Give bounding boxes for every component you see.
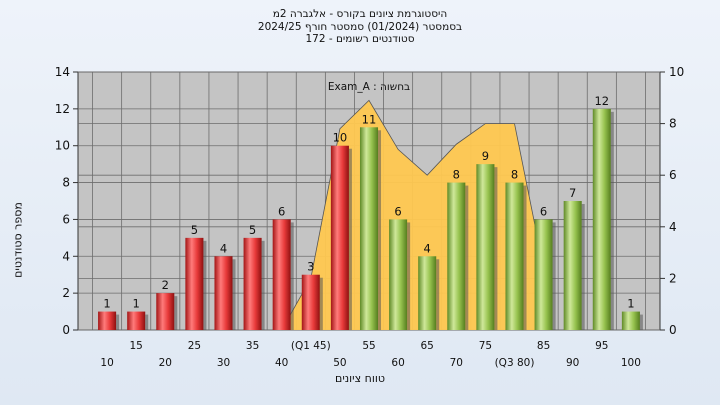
y-tick-label-left: 0 xyxy=(62,323,70,337)
bar xyxy=(156,293,175,330)
y-tick-label-left: 8 xyxy=(62,176,70,190)
x-tick-label: 60 xyxy=(391,357,404,369)
bar-value-label: 8 xyxy=(453,168,460,182)
y-tick-label-left: 6 xyxy=(62,212,70,226)
x-tick-label: 55 xyxy=(362,340,375,352)
x-tick-label: (Q1 45) xyxy=(291,340,331,352)
bar-shadow xyxy=(523,185,527,330)
bar xyxy=(563,201,582,330)
x-tick-label: 70 xyxy=(450,357,463,369)
x-tick-label: 10 xyxy=(100,357,113,369)
bar xyxy=(476,164,495,330)
bar-value-label: 1 xyxy=(627,297,634,311)
y-tick-label-left: 10 xyxy=(55,139,70,153)
bar xyxy=(214,256,233,330)
x-tick-label: 75 xyxy=(479,340,492,352)
chart-subtitle-semester: בסמסטר (01/2024) סמסטר חורף 2024/25 xyxy=(257,20,463,33)
bar-shadow xyxy=(232,259,236,330)
bar-shadow xyxy=(552,222,556,330)
bar-value-label: 1 xyxy=(103,297,110,311)
y-tick-label-left: 4 xyxy=(62,249,70,263)
bar xyxy=(447,182,466,330)
y-tick-label-right: 0 xyxy=(669,323,677,337)
bar-shadow xyxy=(465,185,469,330)
bar xyxy=(621,311,640,330)
x-axis-label: טווח ציונים xyxy=(335,372,385,385)
bar-value-label: 6 xyxy=(540,204,547,218)
bar xyxy=(534,219,553,330)
bar xyxy=(330,145,349,330)
bar-shadow xyxy=(581,204,585,330)
bar-shadow xyxy=(639,314,643,330)
y-tick-label-left: 14 xyxy=(55,65,70,79)
bar xyxy=(127,311,146,330)
bar-value-label: 2 xyxy=(162,278,169,292)
bar-value-label: 4 xyxy=(424,241,431,255)
x-tick-label: 35 xyxy=(246,340,259,352)
bar xyxy=(98,311,117,330)
distribution-line xyxy=(281,99,544,331)
x-tick-label: 65 xyxy=(421,340,434,352)
x-tick-label: 50 xyxy=(333,357,346,369)
bar-shadow xyxy=(319,277,323,330)
bar-shadow xyxy=(261,240,265,330)
x-tick-label: 95 xyxy=(595,340,608,352)
bar-shadow xyxy=(116,314,120,330)
bar-shadow xyxy=(378,130,382,330)
bar-shadow xyxy=(203,240,207,330)
x-tick-label: 40 xyxy=(275,357,288,369)
x-tick-label: 25 xyxy=(188,340,201,352)
chart-annotation: Exam_A : בחשוה xyxy=(328,81,410,93)
bar xyxy=(359,127,379,331)
bar-value-label: 11 xyxy=(362,112,377,126)
chart-subtitle-enrolled: סטודנטים רשומים - 172 xyxy=(305,33,415,45)
y-tick-label-right: 4 xyxy=(669,220,677,234)
bar xyxy=(301,274,320,330)
bar xyxy=(185,237,204,330)
bar-shadow xyxy=(436,259,440,330)
bar-value-label: 1 xyxy=(133,297,140,311)
chart-title-block: היסטוגרמת ציונים בקורס - אלגברה 2מ בסמסט… xyxy=(0,8,720,46)
x-tick-label: 100 xyxy=(621,357,641,369)
bar-value-label: 4 xyxy=(220,241,227,255)
y-tick-label-left: 12 xyxy=(55,102,70,116)
bar-shadow xyxy=(145,314,149,330)
bar-shadow xyxy=(290,222,294,330)
bar-value-label: 5 xyxy=(191,223,198,237)
y-tick-label-right: 8 xyxy=(669,117,677,131)
x-tick-label: 30 xyxy=(217,357,230,369)
bar-value-label: 12 xyxy=(594,94,609,108)
bar-value-label: 5 xyxy=(249,223,256,237)
bar-value-label: 7 xyxy=(569,186,576,200)
bar-value-label: 3 xyxy=(307,260,314,274)
y-tick-label-right: 2 xyxy=(669,271,677,285)
bar-value-label: 6 xyxy=(278,204,285,218)
x-tick-label: (Q3 80) xyxy=(495,357,535,369)
bar xyxy=(592,108,611,330)
y-tick-label-right: 6 xyxy=(669,168,677,182)
x-tick-label: 90 xyxy=(566,357,579,369)
y-tick-label-right: 10 xyxy=(669,65,684,79)
x-tick-label: 15 xyxy=(130,340,143,352)
bar-shadow xyxy=(610,111,614,330)
x-tick-label: 20 xyxy=(159,357,172,369)
chart-title: היסטוגרמת ציונים בקורס - אלגברה 2מ xyxy=(272,8,448,20)
bar-shadow xyxy=(494,167,498,330)
bar-value-label: 6 xyxy=(394,204,401,218)
bar xyxy=(389,219,408,330)
bar-value-label: 10 xyxy=(333,131,348,145)
bar xyxy=(243,237,262,330)
bar xyxy=(505,182,524,330)
y-tick-label-left: 2 xyxy=(62,286,70,300)
bar-shadow xyxy=(174,296,178,330)
bar xyxy=(272,219,291,330)
bar-value-label: 9 xyxy=(482,149,489,163)
bar-value-label: 8 xyxy=(511,168,518,182)
bar-shadow xyxy=(348,148,352,330)
bar-shadow xyxy=(407,222,411,330)
x-tick-label: 85 xyxy=(537,340,550,352)
bar xyxy=(418,256,437,330)
